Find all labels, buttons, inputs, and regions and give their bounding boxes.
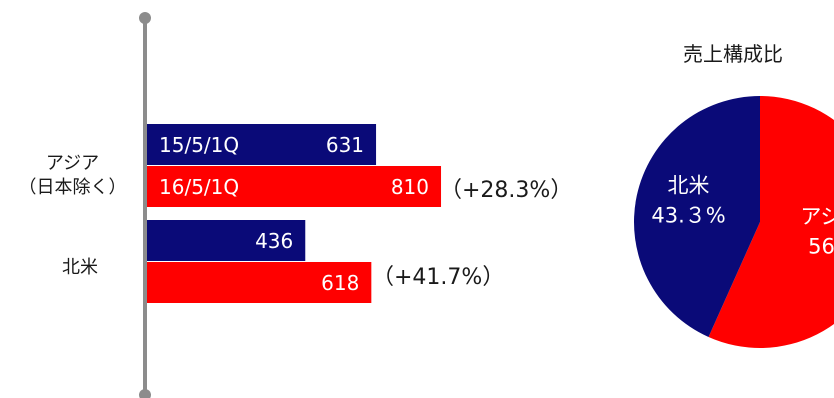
pie-slice-value: 43.３% — [651, 204, 725, 228]
category-label-asia: アジア （日本除く） — [0, 152, 145, 200]
pie-slice-north-america — [634, 96, 760, 337]
pie-title: 売上構成比 — [683, 42, 783, 66]
bar-value-label: 436 — [255, 229, 293, 253]
category-label-asia-line1: アジア — [45, 153, 100, 174]
bar-north-america-15-5-1Q — [147, 220, 306, 261]
category-label-asia-line2: （日本除く） — [18, 177, 127, 198]
axis-top-dot — [139, 12, 151, 24]
pie-slice-label: 北米 — [668, 174, 710, 198]
bar-asia-15-5-1Q — [147, 124, 377, 165]
pie-slice-label: アジア — [800, 204, 834, 228]
axis-bottom-dot — [139, 389, 151, 398]
bar-asia-16-5-1Q — [147, 166, 442, 207]
bar-north-america-16-5-1Q — [147, 262, 372, 303]
category-label-north-america-line1: 北米 — [62, 257, 98, 278]
category-label-north-america: 北米 — [50, 256, 110, 280]
series-label-16-5-1Q: 16/5/1Q — [159, 175, 239, 199]
growth-label-north-america: （+41.7%） — [372, 265, 505, 290]
series-label-15-5-1Q: 15/5/1Q — [159, 133, 239, 157]
pie-slice-asia — [708, 96, 834, 348]
bar-value-label: 618 — [321, 271, 359, 295]
pie-slice-value: 56.7 — [808, 234, 834, 258]
bar-value-label: 810 — [391, 175, 429, 199]
growth-label-asia: （+28.3%） — [440, 178, 573, 203]
bar-value-label: 631 — [326, 133, 364, 157]
